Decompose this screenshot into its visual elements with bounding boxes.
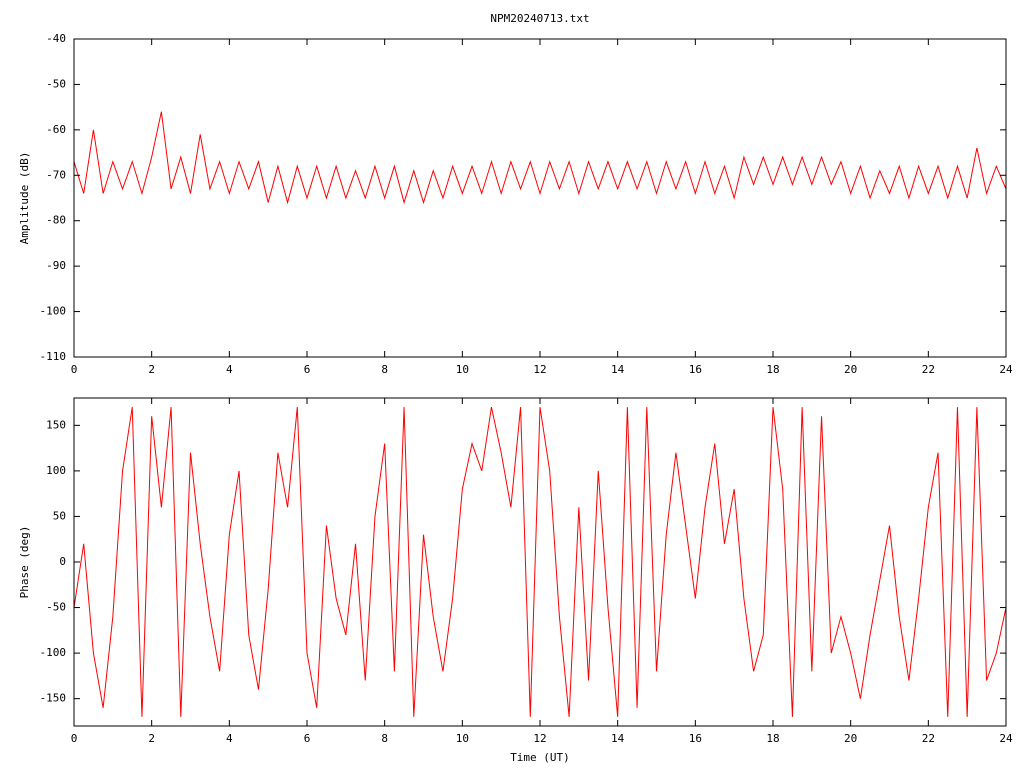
y-tick-label: -50 [46,77,66,90]
x-tick-label: 2 [148,363,155,376]
data-line [73,407,1007,717]
x-tick-label: 24 [999,363,1013,376]
x-tick-label: 20 [844,363,857,376]
y-tick-label: -70 [46,168,66,181]
x-tick-label: 6 [304,363,311,376]
x-tick-label: 4 [226,363,233,376]
y-tick-label: 100 [46,464,66,477]
chart-title: NPM20240713.txt [490,12,589,25]
x-tick-label: 16 [689,363,702,376]
x-tick-label: 24 [999,732,1013,745]
y-axis-label: Phase (deg) [18,526,31,599]
plot-frame [73,397,1007,727]
x-tick-label: 0 [71,732,78,745]
x-tick-label: 16 [689,732,702,745]
y-tick-label: -40 [46,32,66,45]
y-tick-label: -150 [40,692,67,705]
data-line [73,111,1007,205]
plot-frame [73,38,1007,358]
x-axis-label: Time (UT) [510,751,570,764]
y-tick-label: 0 [59,555,66,568]
x-tick-label: 20 [844,732,857,745]
x-tick-label: 12 [533,363,546,376]
x-tick-label: 18 [766,363,779,376]
y-tick-label: 150 [46,418,66,431]
x-tick-label: 6 [304,732,311,745]
y-tick-label: -100 [40,646,67,659]
y-tick-label: -50 [46,601,66,614]
x-tick-label: 2 [148,732,155,745]
y-axis-label: Amplitude (dB) [18,152,31,245]
x-tick-label: 4 [226,732,233,745]
y-tick-label: -90 [46,259,66,272]
x-tick-label: 10 [456,363,469,376]
x-tick-label: 14 [611,732,625,745]
y-tick-label: -60 [46,123,66,136]
x-tick-label: 0 [71,363,78,376]
x-tick-label: 18 [766,732,779,745]
y-tick-label: -80 [46,214,66,227]
x-tick-label: 8 [381,363,388,376]
y-tick-label: -110 [40,350,67,363]
x-tick-label: 10 [456,732,469,745]
x-tick-label: 8 [381,732,388,745]
y-tick-label: 50 [53,509,66,522]
x-tick-label: 12 [533,732,546,745]
x-tick-label: 22 [922,363,935,376]
y-tick-label: -100 [40,305,67,318]
x-tick-label: 22 [922,732,935,745]
x-tick-label: 14 [611,363,625,376]
